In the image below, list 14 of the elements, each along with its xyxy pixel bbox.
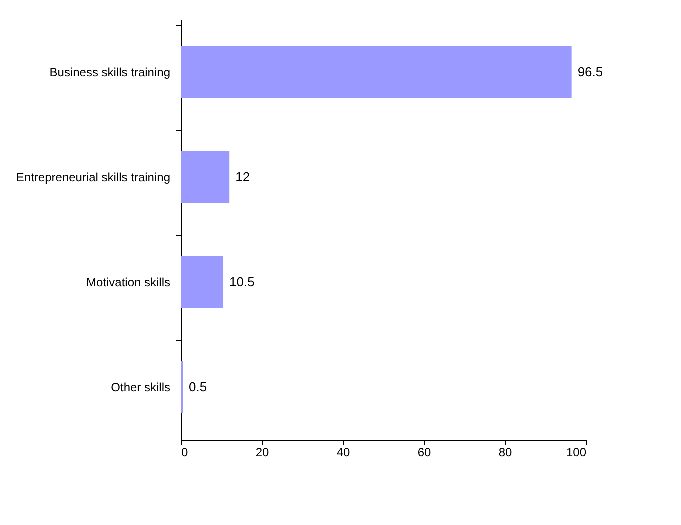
y-tick-label: Motivation skills (86, 276, 170, 290)
data-label: 12 (236, 170, 250, 184)
y-tick-label: Entrepreneurial skills training (16, 170, 170, 184)
data-label: 0.5 (189, 380, 208, 394)
x-tick-label: 0 (182, 446, 188, 460)
x-tick-label: 100 (566, 446, 587, 460)
x-tick-label: 40 (336, 446, 350, 460)
data-label: 10.5 (230, 274, 255, 290)
y-tick-label: Other skills (111, 380, 170, 394)
y-tick-label: Business skills training (50, 66, 170, 80)
x-tick-label: 60 (418, 446, 432, 460)
x-tick-label: 20 (256, 446, 270, 460)
x-tick-label: 80 (498, 446, 512, 460)
data-label: 96.5 (578, 64, 604, 80)
